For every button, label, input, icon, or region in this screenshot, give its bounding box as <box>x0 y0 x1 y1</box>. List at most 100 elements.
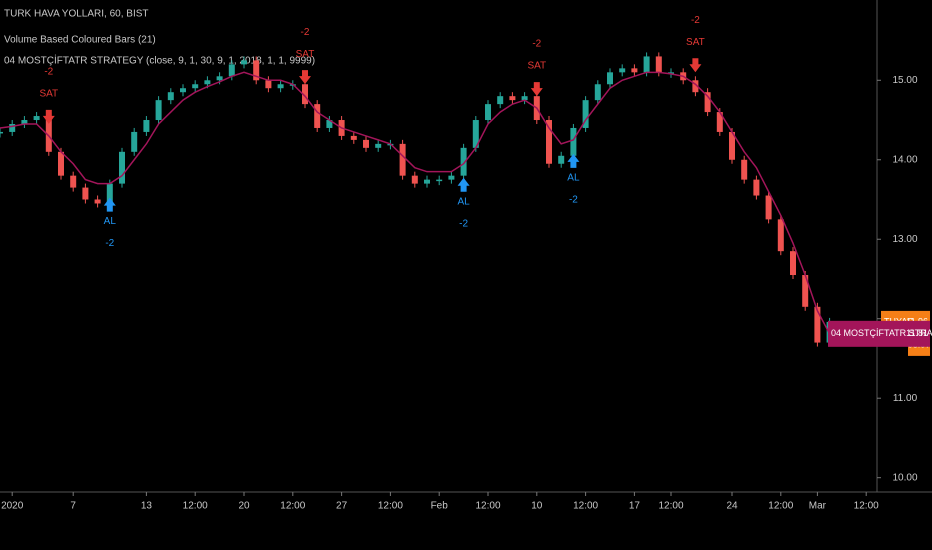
candle <box>228 64 235 77</box>
candle <box>716 112 723 132</box>
x-tick-label: 12:00 <box>280 501 305 512</box>
candle <box>363 139 369 148</box>
candle <box>216 76 223 81</box>
candle <box>94 199 101 204</box>
candle <box>424 179 430 184</box>
x-tick-label: 10 <box>531 501 543 512</box>
candle <box>594 84 601 101</box>
most-label-value: 11.81 <box>906 328 928 338</box>
signal-label: AL <box>457 196 470 207</box>
candle <box>350 135 357 140</box>
sell-arrow <box>689 58 702 73</box>
x-tick-label: 12:00 <box>854 501 879 512</box>
x-tick-label: 20 <box>238 501 250 512</box>
candle <box>802 275 809 307</box>
candle <box>485 104 491 121</box>
candle <box>570 127 577 156</box>
x-tick-label: 12:00 <box>183 501 208 512</box>
signal-label: SAT <box>686 37 705 48</box>
x-tick-label: 7 <box>70 501 76 512</box>
candle <box>204 80 211 85</box>
signal-value: -2 <box>301 27 310 38</box>
candle <box>9 123 16 132</box>
candle <box>607 72 613 85</box>
candle <box>58 151 64 176</box>
candle <box>436 179 443 182</box>
candle <box>167 92 174 101</box>
chart-title: TURK HAVA YOLLARI, 60, BIST <box>4 9 149 20</box>
candle <box>704 92 711 113</box>
candle <box>143 120 150 132</box>
sell-arrow <box>42 109 55 124</box>
candle <box>753 179 760 196</box>
candle <box>411 175 418 184</box>
signal-value: -2 <box>691 15 700 26</box>
sell-arrow <box>299 70 311 85</box>
signal-label: SAT <box>527 61 546 72</box>
x-tick-label: 12:00 <box>658 501 683 512</box>
signal-label: AL <box>567 173 580 184</box>
candle <box>0 131 3 134</box>
x-tick-label: 17 <box>629 501 641 512</box>
candle <box>814 306 821 343</box>
indicator-label: Volume Based Coloured Bars (21) <box>4 35 156 46</box>
indicator-label: 04 MOSTÇİFTATR STRATEGY (close, 9, 1, 30… <box>4 54 315 67</box>
most-line <box>0 71 831 335</box>
signal-value: -2 <box>532 39 541 50</box>
buy-arrow <box>457 177 470 192</box>
candle <box>765 195 772 220</box>
candle <box>277 84 284 89</box>
signal-value: -2 <box>569 195 578 206</box>
candle <box>155 100 162 121</box>
x-tick-label: 12:00 <box>768 501 793 512</box>
x-tick-label: 12:00 <box>378 501 403 512</box>
y-tick-label: 15.00 <box>892 75 917 86</box>
candle <box>326 120 333 128</box>
candle <box>241 60 247 65</box>
x-tick-label: 12:00 <box>475 501 500 512</box>
candle <box>643 56 650 73</box>
signal-value: -2 <box>459 218 468 229</box>
y-tick-label: 11.00 <box>893 393 918 404</box>
candle <box>70 175 77 188</box>
candle <box>692 80 699 93</box>
candle <box>448 175 455 180</box>
candle <box>631 68 638 73</box>
sell-arrow <box>530 82 543 97</box>
candle <box>119 151 125 184</box>
buy-arrow <box>103 197 116 212</box>
candle <box>253 60 260 81</box>
most-label-name: 04 MOSTÇİFTATR STRATEGY <box>831 328 932 338</box>
candle <box>302 84 308 105</box>
y-tick-label: 14.00 <box>892 154 917 165</box>
x-tick-label: 24 <box>726 501 738 512</box>
candle <box>314 104 321 128</box>
signal-value: -2 <box>44 67 53 78</box>
most-label-box <box>828 320 930 347</box>
candle <box>741 159 748 180</box>
candle <box>582 100 589 128</box>
candle <box>546 120 552 164</box>
candle <box>106 183 113 204</box>
x-tick-label: Feb <box>431 501 449 512</box>
candle <box>777 219 784 252</box>
x-tick-label: 12:00 <box>573 501 598 512</box>
candle <box>521 96 528 101</box>
candle <box>180 88 186 93</box>
candle <box>472 120 479 148</box>
candle <box>558 155 565 164</box>
y-tick-label: 10.00 <box>892 472 917 483</box>
candle <box>45 116 52 152</box>
candle <box>790 251 796 276</box>
candle <box>375 143 382 148</box>
candle <box>192 84 199 89</box>
signal-label: SAT <box>296 49 315 60</box>
y-tick-label: 13.00 <box>892 234 917 245</box>
candle <box>399 143 406 176</box>
candle <box>33 116 40 121</box>
candle <box>729 131 735 160</box>
candle <box>655 56 662 73</box>
candle <box>497 96 504 105</box>
